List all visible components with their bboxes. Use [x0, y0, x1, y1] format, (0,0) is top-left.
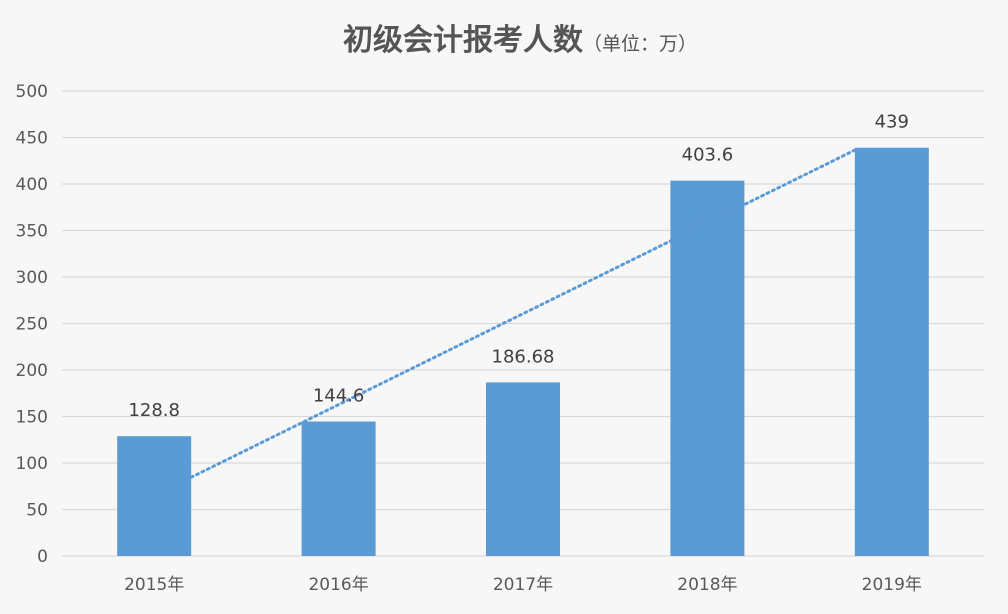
- data-label: 128.8: [128, 400, 180, 421]
- trendline-group: [189, 148, 857, 479]
- y-tick-label: 150: [16, 408, 48, 428]
- y-tick-label: 50: [26, 501, 48, 521]
- y-tick-label: 450: [16, 129, 48, 149]
- chart-title-main: 初级会计报考人数: [343, 23, 584, 58]
- y-axis-ticks: 0 50 100 150 200 250 300 350 400 450 500: [16, 82, 48, 567]
- bars: [117, 147, 929, 557]
- y-tick-label: 350: [16, 222, 48, 242]
- x-category-label: 2018年: [677, 575, 737, 595]
- data-label: 186.68: [492, 346, 555, 367]
- y-tick-label: 200: [16, 361, 48, 381]
- chart-title-unit: （单位：万）: [583, 33, 697, 55]
- y-tick-label: 250: [16, 315, 48, 335]
- x-category-label: 2017年: [493, 575, 553, 595]
- x-axis-categories: 2015年 2016年 2017年 2018年 2019年: [124, 575, 922, 595]
- data-label: 403.6: [682, 145, 734, 166]
- gridlines: [62, 90, 984, 557]
- trendline: [189, 148, 857, 479]
- bar: [670, 180, 745, 557]
- data-label: 439: [875, 112, 909, 133]
- bar: [854, 147, 929, 557]
- y-tick-label: 0: [37, 547, 48, 567]
- x-category-label: 2015年: [124, 575, 184, 595]
- data-label: 144.6: [313, 386, 365, 407]
- x-category-label: 2019年: [862, 575, 922, 595]
- bar: [117, 436, 192, 556]
- data-labels: 128.8 144.6 186.68 403.6 439: [128, 112, 909, 421]
- y-tick-label: 300: [16, 268, 48, 288]
- bar: [486, 382, 560, 556]
- chart-title: 初级会计报考人数（单位：万）: [343, 23, 697, 58]
- bar: [301, 421, 376, 556]
- y-tick-label: 500: [16, 82, 48, 102]
- x-category-label: 2016年: [308, 575, 368, 595]
- y-tick-label: 100: [16, 454, 48, 474]
- y-tick-label: 400: [16, 175, 48, 195]
